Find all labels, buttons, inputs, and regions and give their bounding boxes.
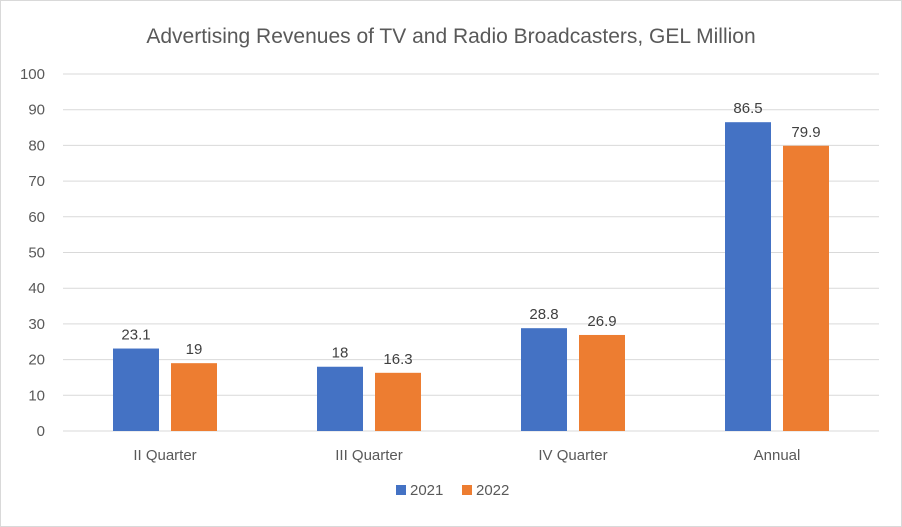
data-label: 16.3 — [383, 351, 412, 368]
x-category-label: IV Quarter — [538, 447, 607, 464]
x-axis-categories: II Quarter III Quarter IV Quarter Annual — [133, 447, 800, 464]
y-tick-label: 10 — [28, 387, 45, 404]
bar-2022-ii-quarter — [171, 363, 217, 431]
y-tick-label: 30 — [28, 316, 45, 333]
data-label: 26.9 — [587, 313, 616, 330]
y-tick-label: 50 — [28, 245, 45, 262]
data-label: 23.1 — [121, 327, 150, 344]
y-axis-ticks: 0 10 20 30 40 50 60 70 80 90 100 — [20, 66, 45, 440]
bar-2021-iii-quarter — [317, 366, 363, 431]
bar-2021-annual — [725, 122, 771, 431]
data-label: 79.9 — [791, 124, 820, 141]
y-tick-label: 100 — [20, 66, 45, 83]
legend-swatch-2021 — [396, 485, 406, 495]
data-label: 18 — [332, 345, 349, 362]
bar-2022-iv-quarter — [579, 334, 625, 431]
bar-2021-ii-quarter — [113, 348, 159, 431]
y-tick-label: 90 — [28, 102, 45, 119]
legend-swatch-2022 — [462, 485, 472, 495]
data-label: 28.8 — [529, 306, 558, 323]
y-tick-label: 70 — [28, 173, 45, 190]
bars — [113, 122, 829, 431]
data-label: 19 — [186, 341, 203, 358]
bar-2022-iii-quarter — [375, 372, 421, 431]
y-tick-label: 20 — [28, 352, 45, 369]
bar-2022-annual — [783, 145, 829, 431]
bar-2021-iv-quarter — [521, 328, 567, 431]
chart-title: Advertising Revenues of TV and Radio Bro… — [146, 25, 755, 48]
y-tick-label: 0 — [37, 423, 45, 440]
y-tick-label: 60 — [28, 209, 45, 226]
data-labels: 23.1 19 18 16.3 28.8 26.9 86.5 79.9 — [121, 100, 820, 368]
data-label: 86.5 — [733, 100, 762, 117]
legend-label: 2021 — [410, 482, 443, 499]
y-tick-label: 40 — [28, 280, 45, 297]
y-tick-label: 80 — [28, 137, 45, 154]
x-category-label: III Quarter — [335, 447, 403, 464]
legend-label: 2022 — [476, 482, 509, 499]
x-category-label: Annual — [754, 447, 801, 464]
x-category-label: II Quarter — [133, 447, 196, 464]
legend: 2021 2022 — [396, 482, 509, 499]
